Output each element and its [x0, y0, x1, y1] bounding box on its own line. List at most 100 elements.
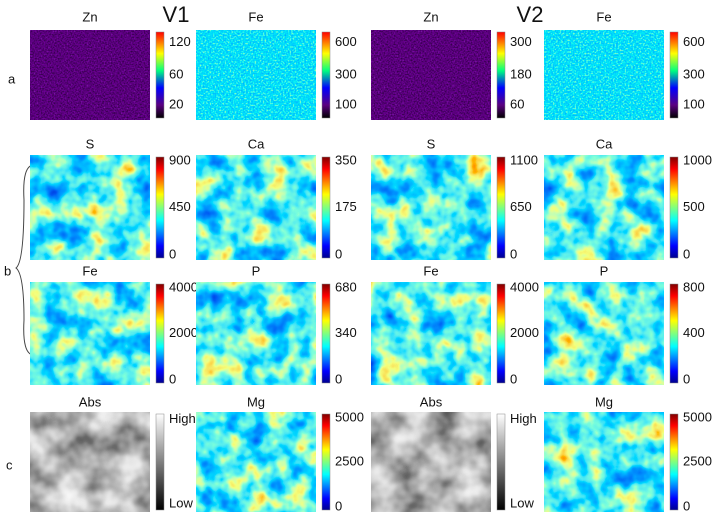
colorbar-tick-label: 0: [169, 246, 176, 261]
colorbar-tick-label: 350: [335, 152, 357, 167]
colorbar: [669, 31, 679, 119]
colorbar-tick-label: 450: [169, 199, 191, 214]
colorbar-tick-label: 0: [169, 371, 176, 386]
map-panel: Mg 5000 2500 0: [544, 394, 712, 514]
colorbar-tick-label: 0: [683, 371, 690, 386]
map-title: P: [600, 263, 609, 278]
colorbar: [669, 283, 679, 384]
colorbar-tick-label: 0: [683, 246, 690, 261]
colorbar-tick-label: 340: [335, 325, 357, 340]
map-title: S: [427, 136, 436, 151]
colorbar-tick-label: 2500: [683, 453, 712, 468]
colorbar-tick-label: High: [510, 411, 537, 426]
colorbar-tick-label: 4000: [169, 279, 198, 294]
colorbar-tick-label: 600: [683, 34, 705, 49]
map-panel: Abs High Low: [30, 394, 196, 512]
row-label: c: [6, 457, 13, 472]
element-map: [196, 412, 316, 512]
map-panel: Fe 4000 2000 0: [30, 263, 198, 386]
colorbar-tick-label: 0: [335, 246, 342, 261]
map-title: Abs: [79, 394, 102, 409]
map-panel: S 1100 650 0: [371, 136, 538, 261]
colorbar-tick-label: 1000: [683, 152, 712, 167]
colorbar-tick-label: 300: [335, 66, 357, 81]
element-map: [196, 155, 316, 260]
colorbar: [155, 283, 165, 384]
colorbar: [155, 156, 165, 259]
colorbar-tick-label: 0: [510, 246, 517, 261]
element-map: [371, 30, 491, 120]
colorbar-tick-label: 2500: [335, 453, 364, 468]
map-title: Fe: [596, 9, 611, 24]
map-title: Ca: [248, 136, 265, 151]
map-title: P: [252, 263, 261, 278]
map-panel: S 900 450 0: [30, 136, 191, 261]
colorbar-tick-label: 2000: [169, 325, 198, 340]
element-map: [371, 282, 491, 385]
colorbar-tick-label: High: [169, 411, 196, 426]
map-panel: Fe 4000 2000 0: [371, 263, 539, 386]
map-title: Abs: [420, 394, 443, 409]
element-map: [196, 30, 316, 120]
colorbar-tick-label: 0: [683, 499, 690, 514]
colorbar: [321, 413, 331, 511]
map-title: Mg: [595, 394, 613, 409]
colorbar: [669, 156, 679, 259]
map-panel: Fe 600 300 100: [196, 9, 357, 120]
brace: [15, 164, 35, 356]
element-map: [196, 282, 316, 385]
map-panel: Ca 350 175 0: [196, 136, 357, 261]
element-map: [30, 412, 150, 512]
map-title: Mg: [247, 394, 265, 409]
colorbar: [321, 283, 331, 384]
row-label: a: [8, 71, 16, 86]
panels: Zn 120 60 20 Fe 600 300 100 Zn 300 180 60 Fe 600 300 10…: [30, 9, 712, 514]
colorbar: [496, 31, 506, 119]
map-panel: Abs High Low: [371, 394, 537, 512]
colorbar-tick-label: 100: [683, 97, 705, 112]
map-panel: P 800 400 0: [544, 263, 705, 386]
colorbar: [155, 413, 165, 511]
colorbar-tick-label: 5000: [683, 409, 712, 424]
element-map: [30, 282, 150, 385]
map-title: Fe: [248, 9, 263, 24]
colorbar-tick-label: 650: [510, 199, 532, 214]
colorbar-tick-label: 800: [683, 279, 705, 294]
colorbar-tick-label: 0: [335, 499, 342, 514]
element-map: [30, 30, 150, 120]
element-map: [371, 155, 491, 260]
colorbar-tick-label: 60: [169, 66, 183, 81]
colorbar-tick-label: 600: [335, 34, 357, 49]
colorbar-tick-label: 680: [335, 279, 357, 294]
element-map: [544, 30, 664, 120]
map-title: S: [86, 136, 95, 151]
colorbar-tick-label: 300: [683, 66, 705, 81]
colorbar-tick-label: 500: [683, 199, 705, 214]
map-panel: Ca 1000 500 0: [544, 136, 712, 261]
colorbar: [496, 413, 506, 511]
colorbar: [321, 156, 331, 259]
element-map: [371, 412, 491, 512]
element-map: [544, 412, 664, 512]
row-label: b: [4, 263, 11, 278]
map-title: Fe: [423, 263, 438, 278]
colorbar-tick-label: Low: [510, 496, 534, 511]
element-map: [30, 155, 150, 260]
map-panel: Zn 120 60 20: [30, 9, 191, 120]
colorbar: [496, 283, 506, 384]
colorbar-tick-label: 0: [510, 371, 517, 386]
map-panel: P 680 340 0: [196, 263, 357, 386]
colorbar: [669, 413, 679, 511]
colorbar-tick-label: 2000: [510, 325, 539, 340]
map-title: Ca: [596, 136, 613, 151]
colorbar-tick-label: 0: [335, 371, 342, 386]
element-map: [544, 282, 664, 385]
map-title: Zn: [82, 9, 97, 24]
colorbar-tick-label: 120: [169, 34, 191, 49]
colorbar: [155, 31, 165, 119]
version-label: V1: [163, 2, 190, 27]
colorbar: [321, 31, 331, 119]
colorbar-tick-label: 175: [335, 199, 357, 214]
colorbar-tick-label: 1100: [510, 152, 538, 167]
